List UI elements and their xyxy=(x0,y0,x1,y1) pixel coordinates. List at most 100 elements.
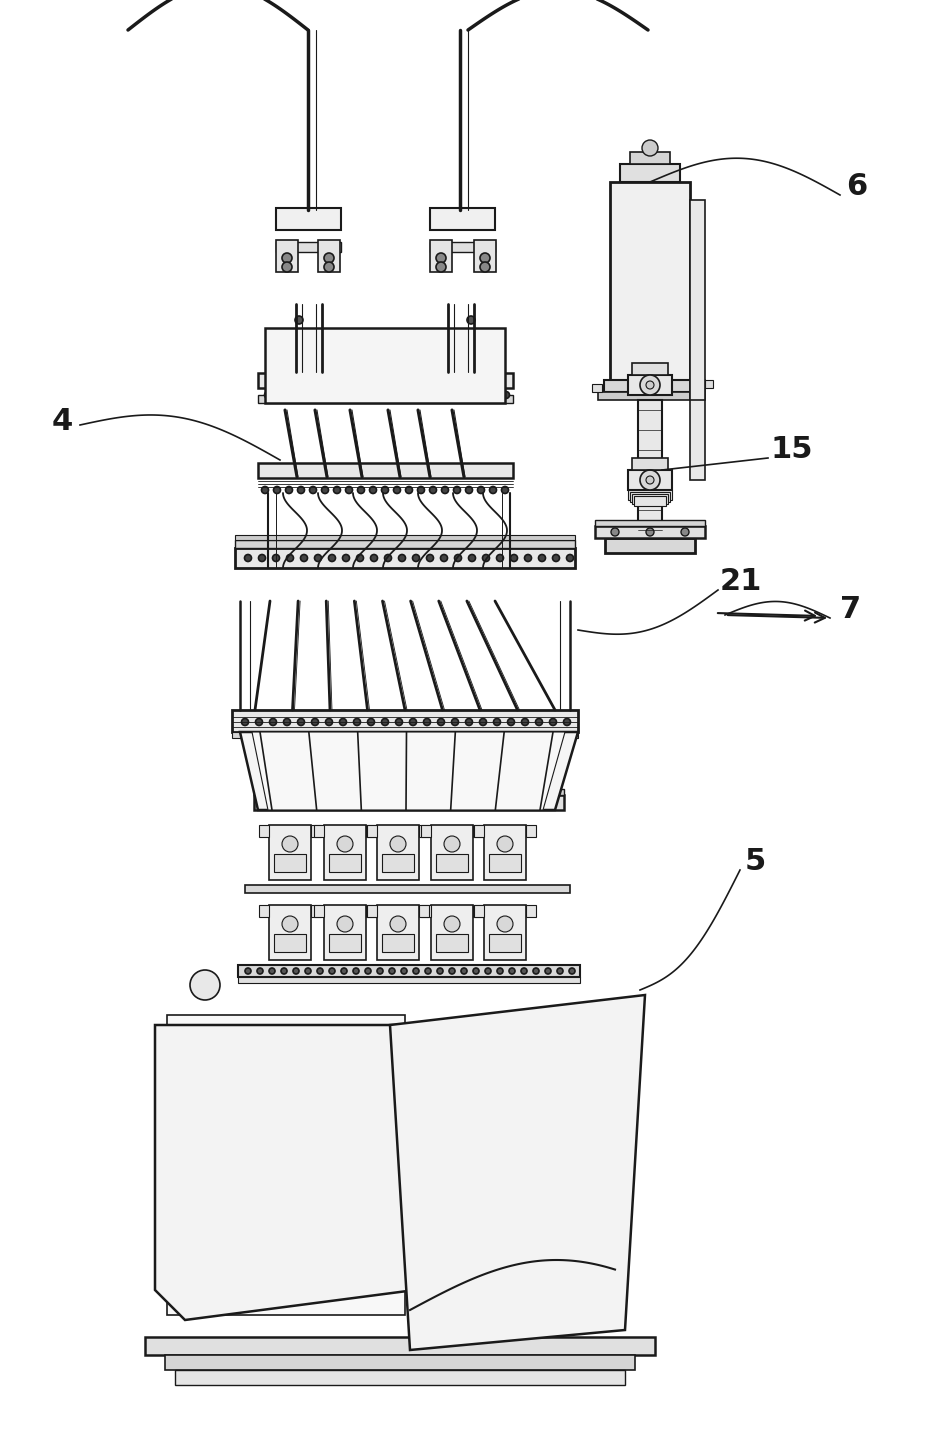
Bar xyxy=(605,538,695,552)
Circle shape xyxy=(282,915,298,933)
Circle shape xyxy=(480,253,490,263)
Circle shape xyxy=(640,375,660,395)
Circle shape xyxy=(447,392,453,399)
Circle shape xyxy=(322,486,329,493)
Circle shape xyxy=(432,392,440,399)
Circle shape xyxy=(437,719,445,726)
Circle shape xyxy=(381,486,389,493)
Circle shape xyxy=(307,392,313,399)
Circle shape xyxy=(274,486,280,493)
Bar xyxy=(473,905,483,917)
Bar xyxy=(595,526,705,538)
Bar xyxy=(269,826,311,881)
Bar xyxy=(690,380,705,480)
Circle shape xyxy=(497,554,503,561)
Circle shape xyxy=(326,719,332,726)
Circle shape xyxy=(389,967,395,975)
Circle shape xyxy=(646,380,654,389)
Circle shape xyxy=(444,915,460,933)
Circle shape xyxy=(396,719,402,726)
Circle shape xyxy=(324,253,334,263)
Circle shape xyxy=(261,486,268,493)
Circle shape xyxy=(480,262,490,272)
Circle shape xyxy=(473,967,479,975)
Circle shape xyxy=(467,333,475,340)
Bar xyxy=(254,790,564,795)
Bar xyxy=(474,240,496,272)
Circle shape xyxy=(442,486,448,493)
Circle shape xyxy=(257,967,263,975)
Circle shape xyxy=(312,719,318,726)
Bar xyxy=(382,934,414,951)
Circle shape xyxy=(398,554,406,561)
Bar xyxy=(232,710,578,732)
Circle shape xyxy=(488,392,496,399)
Circle shape xyxy=(566,554,574,561)
Circle shape xyxy=(468,554,476,561)
Bar xyxy=(276,240,298,272)
Circle shape xyxy=(348,392,356,399)
Bar xyxy=(620,163,680,182)
Bar xyxy=(276,241,341,252)
Bar xyxy=(632,495,668,505)
Bar xyxy=(314,826,324,837)
Bar xyxy=(595,521,705,526)
Circle shape xyxy=(533,967,539,975)
Bar xyxy=(259,826,269,837)
Bar xyxy=(377,826,419,881)
Circle shape xyxy=(321,392,328,399)
Circle shape xyxy=(564,719,570,726)
Circle shape xyxy=(441,554,447,561)
Polygon shape xyxy=(390,995,645,1351)
Circle shape xyxy=(404,392,412,399)
Bar xyxy=(604,380,696,392)
Circle shape xyxy=(269,719,277,726)
Circle shape xyxy=(295,333,303,340)
Bar xyxy=(235,548,575,568)
Circle shape xyxy=(242,719,248,726)
Circle shape xyxy=(451,719,459,726)
Circle shape xyxy=(482,554,490,561)
Circle shape xyxy=(490,486,497,493)
Circle shape xyxy=(343,554,349,561)
Circle shape xyxy=(425,967,431,975)
Circle shape xyxy=(444,836,460,852)
Circle shape xyxy=(467,348,475,356)
Circle shape xyxy=(390,915,406,933)
Bar xyxy=(318,240,340,272)
Circle shape xyxy=(337,836,353,852)
Circle shape xyxy=(525,554,531,561)
Circle shape xyxy=(646,528,654,536)
Bar xyxy=(489,855,521,872)
Circle shape xyxy=(509,967,515,975)
Circle shape xyxy=(552,554,560,561)
Text: 7: 7 xyxy=(840,594,861,625)
Bar xyxy=(526,905,536,917)
Bar xyxy=(630,492,670,502)
Circle shape xyxy=(282,836,298,852)
Circle shape xyxy=(337,915,353,933)
Circle shape xyxy=(390,836,406,852)
Circle shape xyxy=(285,486,293,493)
Circle shape xyxy=(467,362,475,369)
Bar xyxy=(276,208,341,230)
Bar xyxy=(245,885,570,894)
Bar xyxy=(258,463,513,479)
Bar xyxy=(238,977,580,983)
Bar xyxy=(690,200,705,401)
Bar xyxy=(484,905,526,960)
Circle shape xyxy=(295,348,303,356)
Bar xyxy=(430,241,495,252)
Circle shape xyxy=(190,970,220,1001)
Circle shape xyxy=(642,140,658,156)
Circle shape xyxy=(449,967,455,975)
Circle shape xyxy=(314,554,322,561)
Bar xyxy=(167,1015,405,1314)
Circle shape xyxy=(370,554,378,561)
Circle shape xyxy=(300,554,308,561)
Circle shape xyxy=(384,554,392,561)
Circle shape xyxy=(281,967,287,975)
Bar xyxy=(311,826,321,837)
Circle shape xyxy=(295,317,303,324)
Circle shape xyxy=(681,528,689,536)
